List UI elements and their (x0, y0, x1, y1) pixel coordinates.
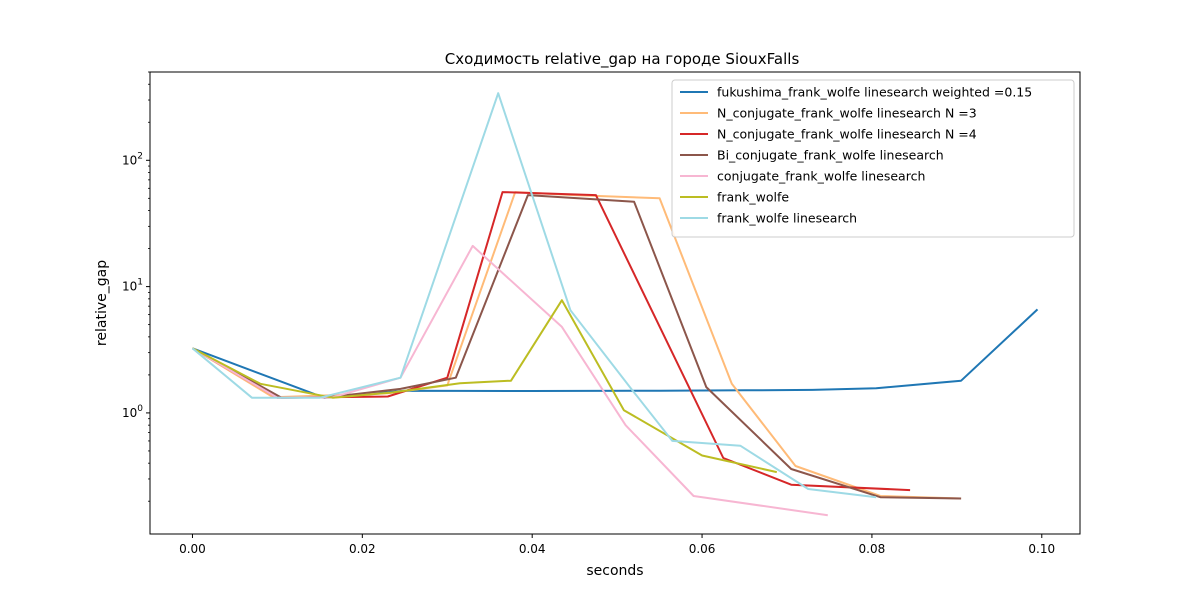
legend: fukushima_frank_wolfe linesearch weighte… (671, 79, 1075, 238)
legend-label: frank_wolfe linesearch (717, 211, 857, 226)
series-line-3 (192, 194, 962, 500)
legend-box (671, 79, 1075, 238)
legend-label: N_conjugate_frank_wolfe linesearch N =4 (717, 127, 977, 142)
y-axis-label: relative_gap (94, 260, 110, 346)
x-tick-label: 0.00 (179, 542, 206, 556)
y-axis: 100 101 102 (122, 71, 150, 502)
legend-label: fukushima_frank_wolfe linesearch weighte… (717, 85, 1032, 100)
x-tick-label: 0.04 (519, 542, 546, 556)
y-tick-label: 100 (122, 404, 143, 420)
series-line-5 (192, 299, 778, 474)
plot-frame (149, 71, 1081, 535)
legend-label: frank_wolfe (717, 190, 789, 205)
legend-label: N_conjugate_frank_wolfe linesearch N =3 (717, 106, 977, 121)
x-tick-label: 0.10 (1028, 542, 1055, 556)
y-tick-label: 102 (122, 151, 143, 167)
x-tick-label: 0.08 (859, 542, 886, 556)
chart-title: Сходимость relative_gap на городе SiouxF… (445, 50, 800, 69)
x-tick-label: 0.06 (689, 542, 716, 556)
legend-label: conjugate_frank_wolfe linesearch (717, 169, 925, 184)
y-tick-label: 101 (122, 278, 143, 294)
series-line-6 (191, 92, 877, 499)
series-layer (191, 92, 1039, 517)
x-axis: 0.00 0.02 0.04 0.06 0.08 0.10 (179, 534, 1055, 556)
legend-label: Bi_conjugate_frank_wolfe linesearch (717, 148, 944, 163)
x-tick-label: 0.02 (349, 542, 376, 556)
x-axis-label: seconds (586, 563, 643, 579)
series-line-0 (192, 308, 1039, 399)
series-line-1 (191, 191, 962, 500)
